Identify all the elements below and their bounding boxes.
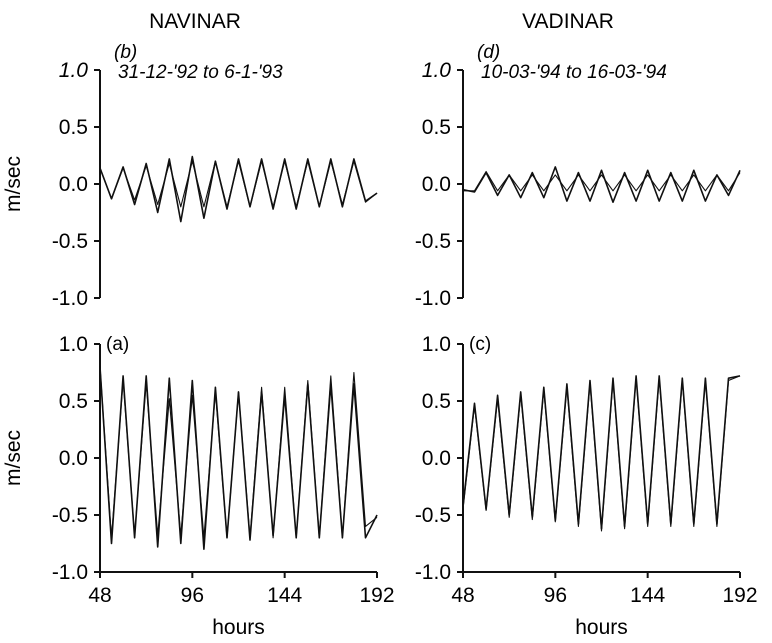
x-tick-label: 96 [181,584,204,607]
series-line-2 [462,375,741,532]
panel-label: (d) [477,42,500,63]
x-axis-label: hours [212,616,265,639]
panel-label: (a) [106,334,129,355]
y-tick-label: 1.0 [422,59,452,82]
series-line-1 [462,375,741,530]
x-tick-label: 144 [267,584,302,607]
y-tick-label: -1.0 [52,287,88,310]
y-axis-label: m/sec [2,156,25,212]
x-tick-label: 48 [88,584,111,607]
x-tick-label: 192 [722,584,757,607]
y-tick-label: -0.5 [52,504,88,527]
y-tick-label: -1.0 [415,561,451,584]
panel-b: 1.0 0.5 0.0 -0.5 -1.0 m/sec (b)31-12-'92 to 6-… [2,42,378,310]
y-tick-label: -1.0 [52,561,88,584]
y-tick-label: 0.0 [422,173,451,196]
y-tick-label: -1.0 [415,287,451,310]
x-axis-label: hours [575,616,628,639]
x-tick-label: 96 [544,584,567,607]
y-tick-label: 1.0 [59,333,88,356]
date-range-label: 10-03-'94 to 16-03-'94 [481,62,667,83]
series-line-2 [463,170,741,192]
panel-a: 1.0 0.5 0.0 -0.5 -1.048 96 144 192 hours m/sec (a) [2,333,395,639]
y-tick-label: -0.5 [52,230,88,253]
series-line-2 [99,366,378,539]
y-tick-label: 0.5 [59,390,88,413]
series-line-1 [462,166,741,203]
y-tick-label: 0.5 [422,390,451,413]
y-tick-label: -0.5 [415,504,451,527]
panel-c: 1.0 0.5 0.0 -0.5 -1.048 96 144 192 hours (c) [415,333,758,639]
x-tick-label: 144 [630,584,665,607]
series-line-1 [99,155,378,223]
panel-label: (c) [469,334,491,355]
y-tick-label: 0.0 [59,173,88,196]
panel-label: (b) [114,42,137,63]
y-tick-label: 0.0 [422,447,451,470]
y-tick-label: 1.0 [59,59,89,82]
y-tick-label: 0.0 [59,447,88,470]
plot-panels: 1.0 0.5 0.0 -0.5 -1.0 m/sec (b)31-12-'92 to 6-… [2,42,758,639]
navinar-title: NAVINAR [149,10,241,33]
y-axis-label: m/sec [2,430,25,486]
panel-d: 1.0 0.5 0.0 -0.5 -1.0 (d)10-03-'94 to 16-03-'… [415,42,741,310]
vadinar-title: VADINAR [522,10,614,33]
y-tick-label: 1.0 [422,333,451,356]
y-tick-label: -0.5 [415,230,451,253]
y-tick-label: 0.5 [59,116,88,139]
series-line-2 [99,160,378,208]
y-tick-label: 0.5 [422,116,451,139]
x-tick-label: 192 [359,584,394,607]
date-range-label: 31-12-'92 to 6-1-'93 [118,62,283,83]
x-tick-label: 48 [451,584,474,607]
